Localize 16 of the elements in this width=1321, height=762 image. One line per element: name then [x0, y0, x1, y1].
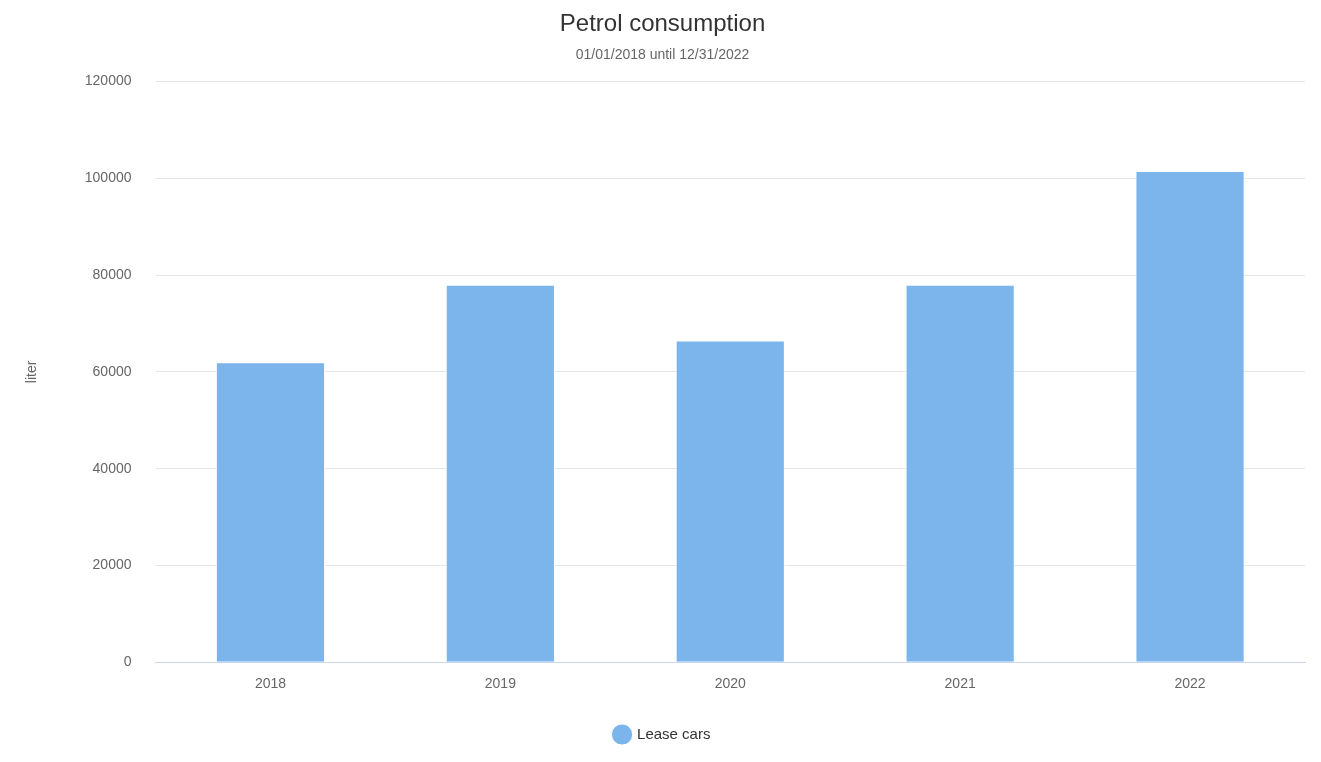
y-tick-label: 120000 — [84, 72, 132, 89]
x-tick-label: 2020 — [714, 675, 747, 692]
y-tick-label: 80000 — [92, 265, 132, 282]
y-axis-title: liter — [23, 360, 40, 384]
y-tick-label: 0 — [123, 653, 132, 670]
y-tick-label: 100000 — [84, 169, 132, 186]
x-tick-label: 2018 — [254, 675, 287, 692]
chart-subtitle: 01/01/2018 until 12/31/2022 — [575, 46, 750, 63]
legend-label: Lease cars — [637, 724, 711, 742]
x-tick-label: 2021 — [944, 675, 976, 692]
y-tick-label: 40000 — [92, 459, 132, 476]
x-tick-label: 2022 — [1174, 675, 1206, 692]
x-tick-label: 2019 — [484, 675, 517, 692]
y-tick-label: 20000 — [92, 556, 132, 573]
y-tick-label: 60000 — [92, 362, 132, 379]
chart-title: Petrol consumption — [559, 9, 766, 37]
